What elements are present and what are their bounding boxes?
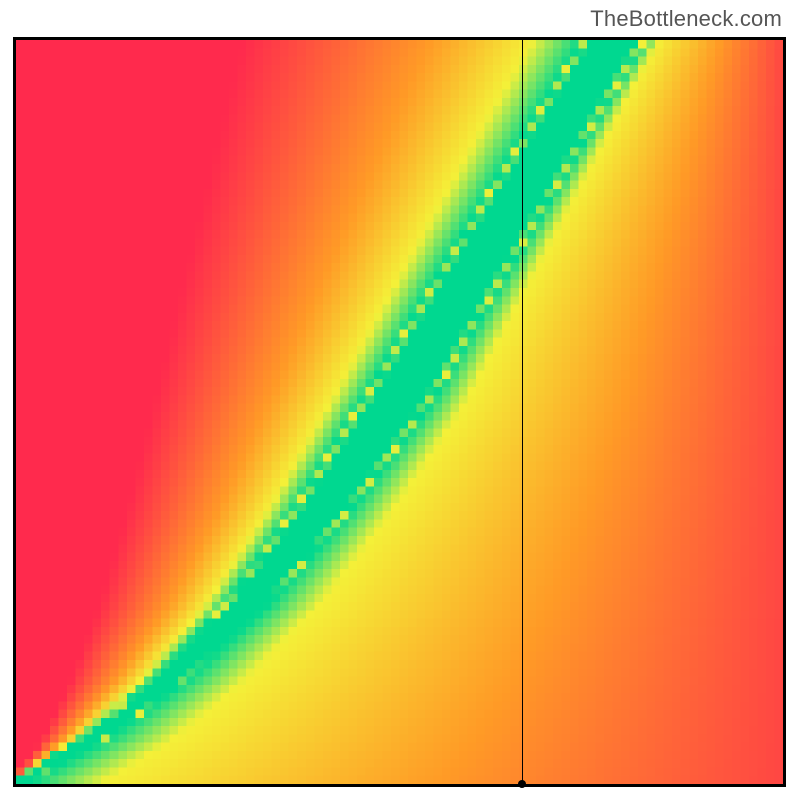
plot-border [13, 37, 786, 787]
figure: TheBottleneck.com [0, 0, 800, 800]
watermark-text: TheBottleneck.com [590, 6, 782, 32]
marker-vertical-line [522, 40, 523, 784]
marker-dot [518, 780, 526, 788]
